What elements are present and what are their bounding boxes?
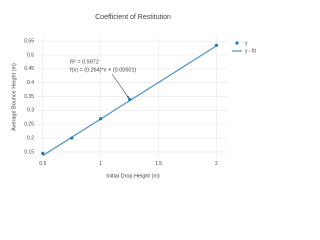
data-point	[214, 43, 219, 47]
y-tick-label: 0.15	[24, 149, 34, 155]
x-tick-label: 1.5	[155, 161, 162, 167]
chart: Coefficient of Restitution Initial Drop …	[11, 14, 256, 180]
x-tick-label: 0.5	[39, 161, 46, 167]
y-tick-label: 0.2	[27, 135, 34, 141]
legend-marker	[235, 41, 239, 45]
y-tick-label: 0.25	[24, 122, 34, 128]
data-point	[70, 136, 74, 140]
chart-title: Coefficient of Restitution	[95, 14, 171, 21]
y-axis-label: Average Bounce Height (m)	[11, 63, 17, 131]
legend-label: y	[245, 40, 248, 46]
y-tick-label: 0.5	[27, 52, 34, 58]
y-tick-label: 0.3	[27, 108, 34, 114]
data-point	[41, 151, 45, 155]
data-point	[99, 117, 103, 121]
data-point	[128, 97, 132, 101]
y-tick-label: 0.45	[24, 66, 34, 72]
annotation: R² = 0.9972	[70, 59, 99, 65]
legend-label: y - fit	[245, 48, 256, 54]
y-tick-label: 0.4	[27, 80, 34, 86]
x-tick-label: 1	[99, 161, 102, 167]
y-tick-label: 0.55	[24, 38, 34, 44]
x-tick-label: 2	[215, 161, 218, 167]
annotation: f(x) = (0.264)*x + (0.00501)	[70, 67, 137, 73]
x-axis-label: Initial Drop Height (m)	[106, 173, 160, 179]
annotation-arrow	[111, 73, 129, 99]
y-tick-label: 0.35	[24, 94, 34, 100]
